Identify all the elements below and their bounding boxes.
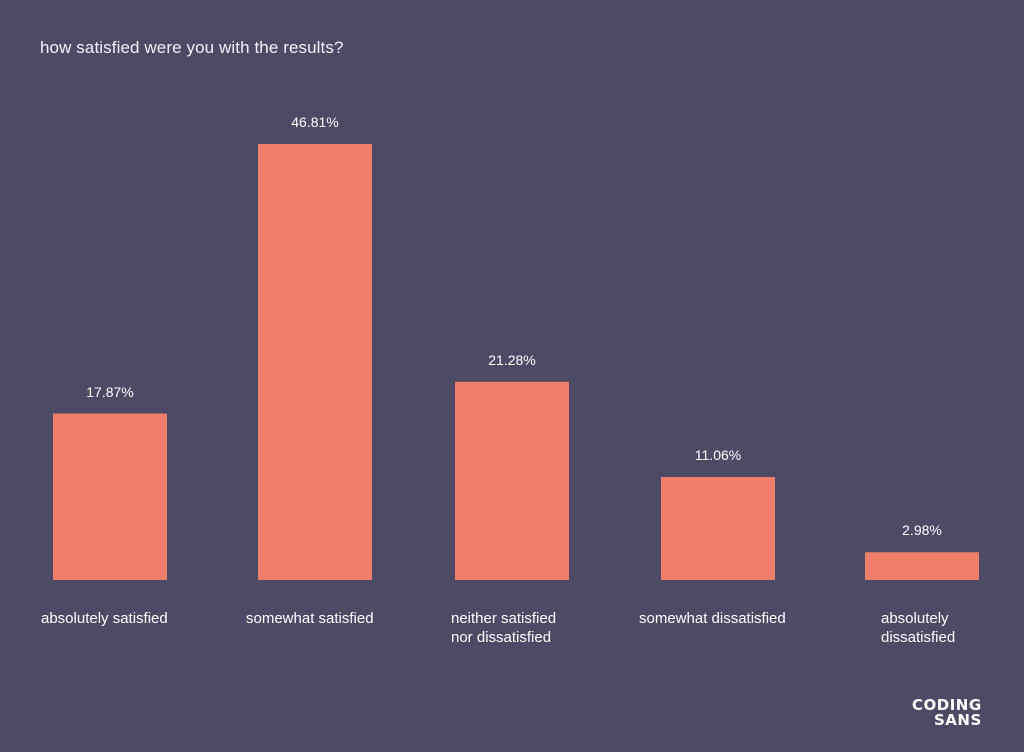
chart-title: how satisfied were you with the results? [40,38,344,57]
category-label-2: somewhat satisfied [246,610,374,627]
data-label-3: 21.28% [488,351,536,368]
logo-line-2: SANS [934,711,982,729]
bar-5 [865,552,979,580]
category-label-5: absolutely dissatisfied [881,610,956,646]
bar-4 [661,476,775,580]
data-label-1: 17.87% [86,383,134,400]
bar-3 [455,381,569,580]
category-label-3: neither satisfied nor dissatisfied [451,610,557,646]
bar-2 [258,144,372,580]
category-label-4: somewhat dissatisfied [639,610,786,627]
logo-line-1: CODING [912,696,982,714]
bar-1 [53,413,167,580]
data-label-2: 46.81% [291,114,339,130]
data-label-4: 11.06% [694,446,742,463]
category-label-1: absolutely satisfied [41,610,168,627]
data-label-5: 2.98% [902,522,942,539]
coding-sans-logo: CODING SANS [912,698,982,728]
